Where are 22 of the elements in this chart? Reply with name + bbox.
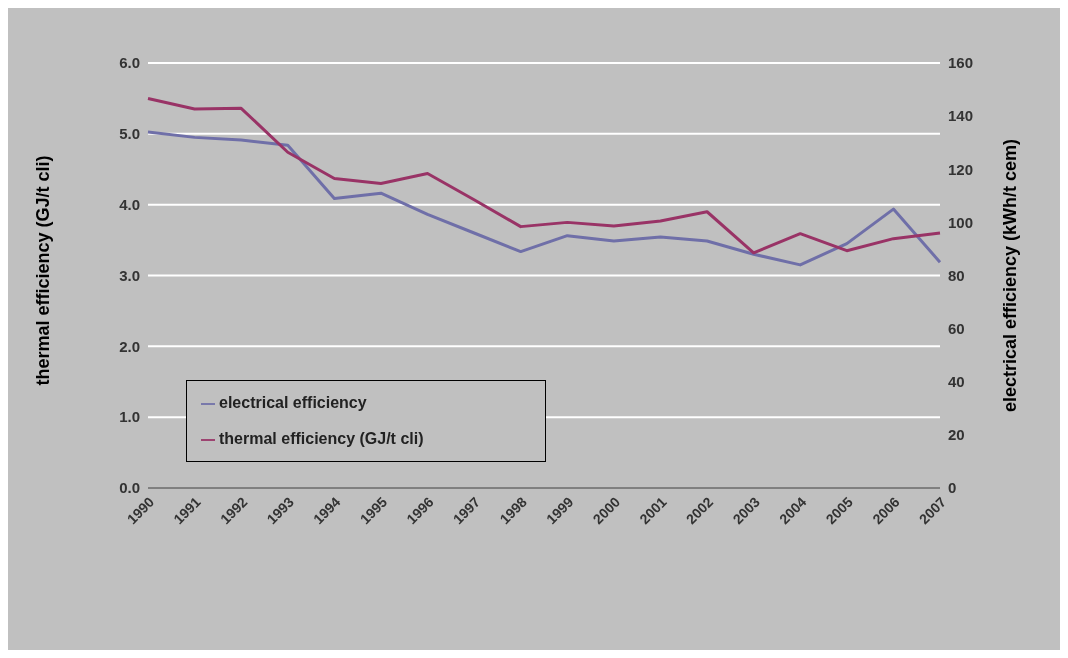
y2-axis-title: electrical efficiency (kWh/t cem) (1000, 138, 1021, 413)
y-tick-label: 0.0 (119, 479, 140, 497)
y-tick-label: 5.0 (119, 125, 140, 143)
line-series (146, 96, 942, 255)
y2-tick-label: 80 (948, 266, 965, 284)
legend-label: electrical efficiency (219, 394, 367, 411)
y2-tick-label: 160 (948, 54, 974, 72)
y-tick-label: 1.0 (119, 408, 140, 426)
legend-label: thermal efficiency (GJ/t cli) (219, 430, 424, 447)
line-series (146, 130, 942, 267)
y2-tick-label: 40 (948, 373, 965, 391)
y2-tick-label: 60 (948, 319, 965, 337)
y-tick-label: 2.0 (119, 337, 140, 355)
y-tick-label: 4.0 (119, 195, 140, 213)
y2-tick-label: 120 (948, 160, 974, 178)
y2-tick-label: 100 (948, 213, 974, 231)
y2-tick-label: 0 (948, 479, 957, 497)
y2-tick-label: 140 (948, 107, 974, 125)
y2-tick-label: 20 (948, 426, 965, 444)
y-tick-label: 6.0 (119, 54, 140, 72)
y-tick-label: 3.0 (119, 266, 140, 284)
y-axis-title: thermal efficiency (GJ/t cli) (33, 155, 54, 386)
